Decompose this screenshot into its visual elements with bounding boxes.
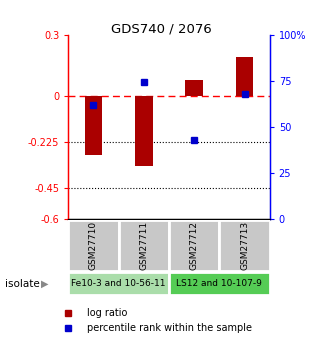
Bar xyxy=(169,220,219,271)
Text: isolate: isolate xyxy=(5,279,39,288)
Bar xyxy=(236,57,253,96)
Bar xyxy=(169,272,270,295)
Bar xyxy=(118,220,169,271)
Bar xyxy=(68,272,169,295)
Text: percentile rank within the sample: percentile rank within the sample xyxy=(87,324,252,333)
Text: GSM27712: GSM27712 xyxy=(190,221,199,270)
Text: Fe10-3 and 10-56-11: Fe10-3 and 10-56-11 xyxy=(71,279,166,288)
Text: log ratio: log ratio xyxy=(87,308,127,318)
Bar xyxy=(185,80,203,96)
Text: GSM27711: GSM27711 xyxy=(139,221,148,270)
Text: LS12 and 10-107-9: LS12 and 10-107-9 xyxy=(176,279,262,288)
Bar xyxy=(219,220,270,271)
Bar xyxy=(68,220,118,271)
Bar xyxy=(85,96,102,156)
Text: ▶: ▶ xyxy=(41,279,49,288)
Text: GDS740 / 2076: GDS740 / 2076 xyxy=(111,22,212,36)
Bar xyxy=(135,96,153,166)
Text: GSM27710: GSM27710 xyxy=(89,221,98,270)
Text: GSM27713: GSM27713 xyxy=(240,221,249,270)
